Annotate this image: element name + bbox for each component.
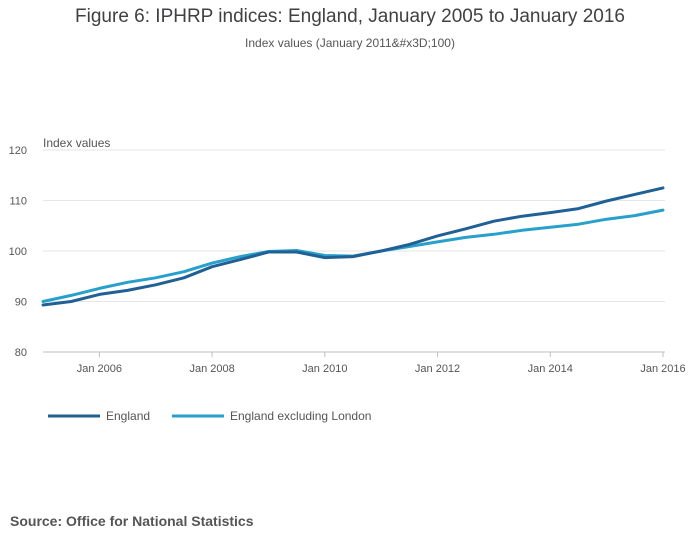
y-tick-label: 80 xyxy=(15,347,27,359)
y-tick-label: 100 xyxy=(9,246,27,258)
legend-label: England excluding London xyxy=(230,409,371,423)
y-axis-label: Index values xyxy=(43,136,111,150)
series-line-england xyxy=(41,186,665,307)
x-tick-label: Jan 2012 xyxy=(415,363,460,375)
y-tick-label: 120 xyxy=(9,145,27,157)
chart-subtitle: Index values (January 2011&#x3D;100) xyxy=(245,36,455,50)
chart-title: Figure 6: IPHRP indices: England, Januar… xyxy=(75,6,625,27)
legend-label: England xyxy=(106,409,150,423)
source-note: Source: Office for National Statistics xyxy=(10,513,254,529)
x-tick-label: Jan 2010 xyxy=(302,363,347,375)
y-tick-label: 90 xyxy=(15,297,27,309)
x-tick-label: Jan 2016 xyxy=(640,363,685,375)
x-tick-label: Jan 2008 xyxy=(189,363,234,375)
x-tick-label: Jan 2006 xyxy=(77,363,122,375)
y-tick-label: 110 xyxy=(9,196,27,208)
x-tick-label: Jan 2014 xyxy=(528,363,573,375)
